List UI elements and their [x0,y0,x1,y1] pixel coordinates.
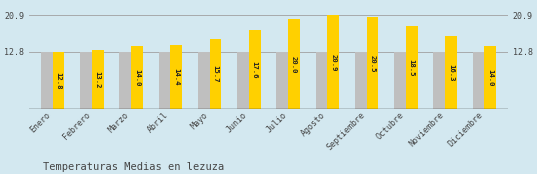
Text: 14.0: 14.0 [487,69,494,87]
Text: 16.3: 16.3 [448,64,454,81]
Text: Temperaturas Medias en lezuza: Temperaturas Medias en lezuza [43,162,224,172]
Bar [209,39,221,109]
Bar [53,52,64,109]
Bar [433,52,445,109]
Bar [406,26,418,109]
Bar [92,50,104,109]
Bar [473,52,484,109]
Bar [316,52,328,109]
Bar [249,30,260,109]
Text: 15.7: 15.7 [213,65,219,83]
Bar [367,17,379,109]
Bar [394,52,406,109]
Bar [131,46,143,109]
Text: 18.5: 18.5 [409,59,415,77]
Bar [237,52,249,109]
Text: 14.0: 14.0 [134,69,140,87]
Text: 20.5: 20.5 [369,54,375,72]
Bar [80,52,92,109]
Text: 12.8: 12.8 [55,72,61,89]
Text: 20.0: 20.0 [291,56,297,73]
Bar [288,19,300,109]
Bar [355,52,367,109]
Bar [170,45,182,109]
Bar [198,52,209,109]
Bar [41,52,53,109]
Bar [445,36,457,109]
Text: 13.2: 13.2 [95,71,101,88]
Bar [277,52,288,109]
Bar [158,52,170,109]
Bar [328,15,339,109]
Bar [484,46,496,109]
Text: 14.4: 14.4 [173,68,179,86]
Text: 17.6: 17.6 [252,61,258,78]
Text: 20.9: 20.9 [330,54,336,71]
Bar [119,52,131,109]
